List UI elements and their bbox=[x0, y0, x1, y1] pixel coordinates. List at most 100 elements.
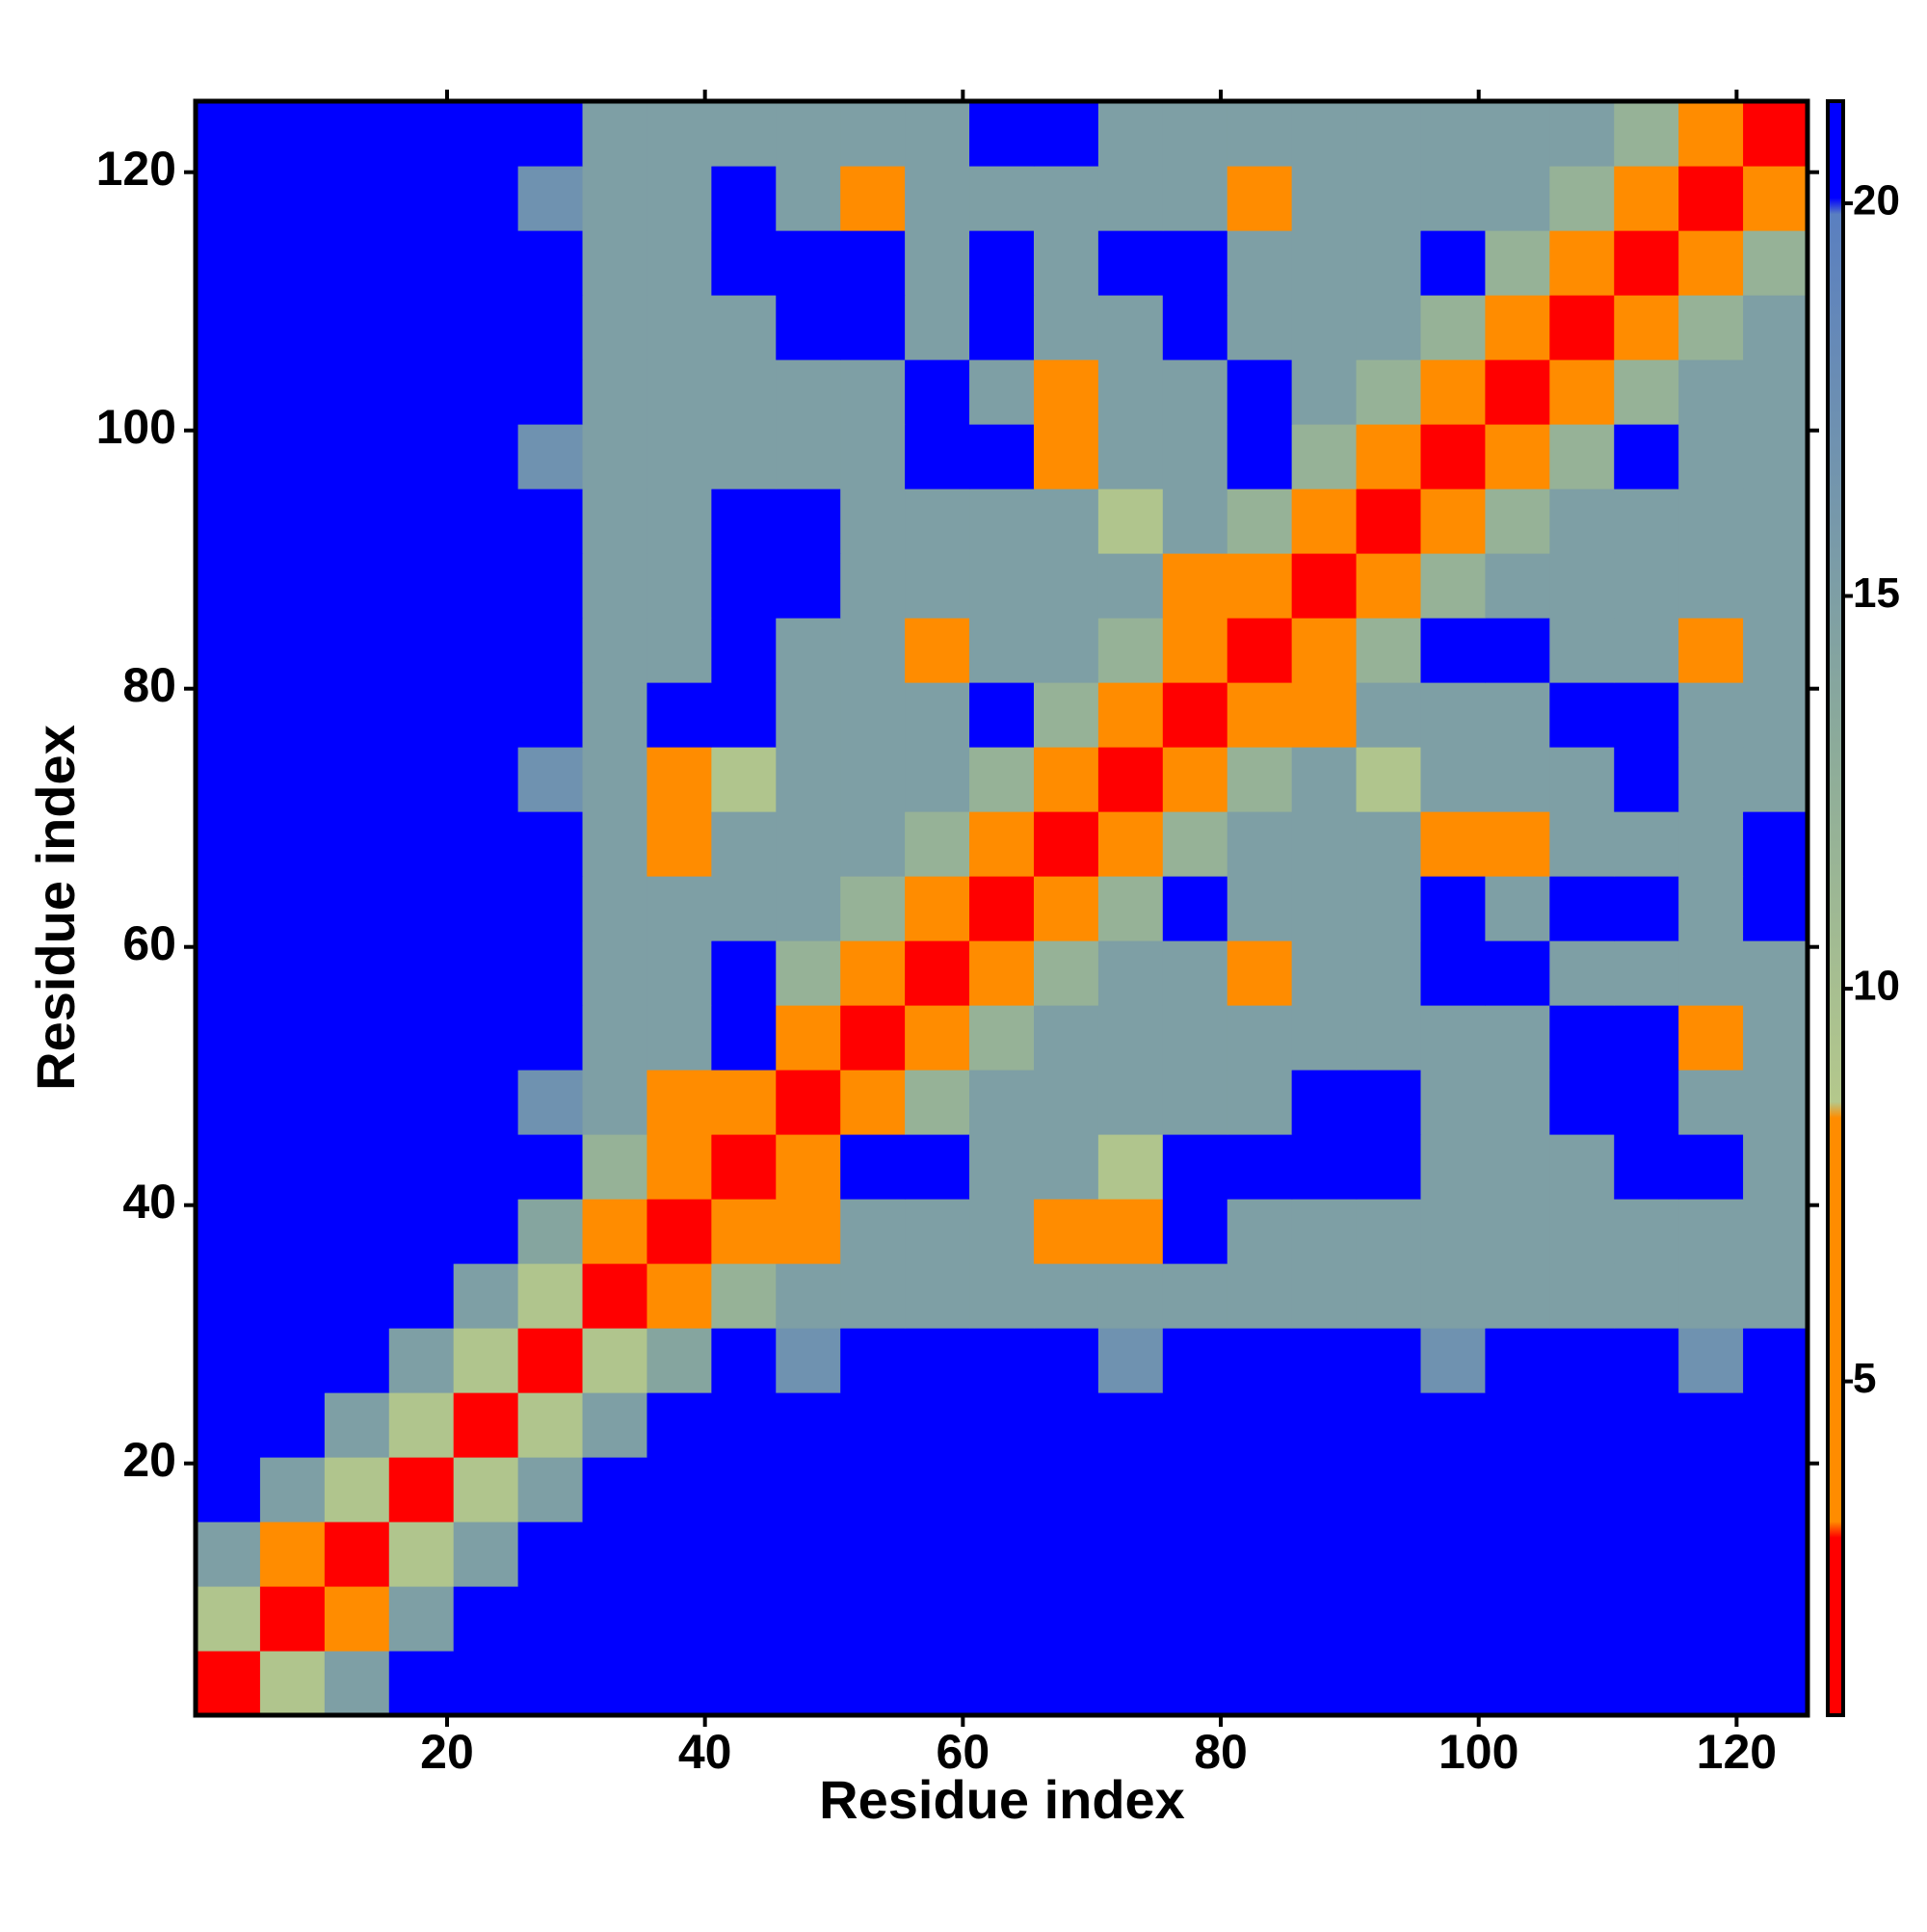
heatmap-cell bbox=[582, 553, 648, 619]
heatmap-cell bbox=[453, 811, 519, 877]
heatmap-cell bbox=[1162, 359, 1228, 425]
heatmap-cell bbox=[647, 876, 712, 941]
heatmap-cell bbox=[1291, 295, 1358, 360]
heatmap-cell bbox=[324, 101, 390, 167]
heatmap-cell bbox=[1097, 295, 1164, 360]
heatmap-cell bbox=[1356, 295, 1422, 360]
heatmap-cell bbox=[1549, 1134, 1615, 1200]
heatmap-cell bbox=[259, 1263, 326, 1329]
heatmap-cell bbox=[453, 424, 519, 490]
heatmap-cell bbox=[647, 940, 712, 1006]
heatmap-cell bbox=[711, 940, 777, 1006]
heatmap-cell bbox=[840, 1586, 906, 1652]
heatmap-cell bbox=[1033, 811, 1099, 877]
heatmap-cell bbox=[517, 747, 584, 812]
heatmap-cell bbox=[388, 166, 455, 231]
heatmap-cell bbox=[259, 1457, 326, 1522]
x-tick-label: 60 bbox=[937, 1725, 990, 1779]
heatmap-cell bbox=[582, 940, 648, 1006]
heatmap-cell bbox=[711, 1392, 777, 1458]
heatmap-cell bbox=[1162, 747, 1228, 812]
heatmap-cell bbox=[259, 618, 326, 683]
heatmap-cell bbox=[905, 424, 970, 490]
heatmap-cell bbox=[1420, 553, 1486, 619]
colorbar-tick-label: 15 bbox=[1853, 569, 1900, 617]
heatmap-cell bbox=[1420, 811, 1486, 877]
heatmap-cell bbox=[647, 618, 712, 683]
heatmap-cell bbox=[1743, 166, 1808, 231]
heatmap-cell bbox=[1291, 1328, 1358, 1393]
heatmap-cell bbox=[647, 1328, 712, 1393]
heatmap-cell bbox=[1485, 359, 1550, 425]
heatmap-cell bbox=[1549, 489, 1615, 554]
heatmap-cell bbox=[1162, 1457, 1228, 1522]
heatmap-cell bbox=[776, 230, 841, 296]
heatmap-cell bbox=[1291, 1134, 1358, 1200]
heatmap-cell bbox=[582, 1263, 648, 1329]
heatmap-cell bbox=[905, 1328, 970, 1393]
heatmap-cell bbox=[196, 682, 261, 748]
heatmap-cell bbox=[776, 1651, 841, 1716]
heatmap-cell bbox=[1549, 618, 1615, 683]
heatmap-cell bbox=[1291, 747, 1358, 812]
heatmap-cell bbox=[388, 811, 455, 877]
heatmap-cell bbox=[840, 166, 906, 231]
heatmap-cell bbox=[1162, 166, 1228, 231]
heatmap-cell bbox=[1097, 359, 1164, 425]
heatmap-cell bbox=[1420, 166, 1486, 231]
heatmap-cell bbox=[1097, 553, 1164, 619]
heatmap-cell bbox=[582, 295, 648, 360]
heatmap-cell bbox=[1420, 682, 1486, 748]
heatmap-cell bbox=[1097, 166, 1164, 231]
heatmap-cell bbox=[388, 1134, 455, 1200]
heatmap-cell bbox=[259, 1070, 326, 1135]
heatmap-cell bbox=[1162, 101, 1228, 167]
heatmap-cell bbox=[388, 1263, 455, 1329]
heatmap-cell bbox=[1420, 295, 1486, 360]
heatmap-cell bbox=[1356, 1651, 1422, 1716]
heatmap-cell bbox=[259, 1651, 326, 1716]
heatmap-cell bbox=[1291, 1457, 1358, 1522]
heatmap-cell bbox=[776, 1586, 841, 1652]
heatmap-cell bbox=[711, 424, 777, 490]
heatmap-cell bbox=[1743, 1522, 1808, 1587]
heatmap-cell bbox=[1678, 811, 1744, 877]
heatmap-cell bbox=[1291, 230, 1358, 296]
heatmap-cell bbox=[1227, 489, 1293, 554]
heatmap-cell bbox=[1614, 1392, 1679, 1458]
heatmap-cell bbox=[324, 230, 390, 296]
heatmap-cell bbox=[647, 1134, 712, 1200]
heatmap-cell bbox=[776, 1457, 841, 1522]
heatmap-cell bbox=[582, 101, 648, 167]
heatmap-cell bbox=[711, 1134, 777, 1200]
heatmap-cell bbox=[969, 1134, 1035, 1200]
heatmap-cell bbox=[1420, 1586, 1486, 1652]
heatmap-cell bbox=[711, 1586, 777, 1652]
heatmap-cell bbox=[711, 101, 777, 167]
heatmap-cell bbox=[1033, 1651, 1099, 1716]
heatmap-cell bbox=[840, 230, 906, 296]
heatmap-cell bbox=[1614, 1651, 1679, 1716]
heatmap-cell bbox=[453, 1457, 519, 1522]
heatmap-cell bbox=[196, 230, 261, 296]
heatmap-cell bbox=[517, 1392, 584, 1458]
heatmap-cell bbox=[1162, 230, 1228, 296]
heatmap-cell bbox=[324, 1586, 390, 1652]
heatmap-cell bbox=[1097, 1328, 1164, 1393]
heatmap-cell bbox=[1033, 489, 1099, 554]
heatmap-cell bbox=[517, 1005, 584, 1071]
heatmap-cell bbox=[1033, 1457, 1099, 1522]
y-tick-label: 40 bbox=[122, 1175, 176, 1229]
heatmap-cell bbox=[969, 1651, 1035, 1716]
heatmap-cell bbox=[1549, 811, 1615, 877]
heatmap-cell bbox=[1485, 1392, 1550, 1458]
heatmap-cell bbox=[905, 1522, 970, 1587]
heatmap-cell bbox=[647, 1005, 712, 1071]
heatmap-cell bbox=[1162, 1328, 1228, 1393]
heatmap-cell bbox=[1356, 811, 1422, 877]
heatmap-cell bbox=[1162, 1070, 1228, 1135]
heatmap-cell bbox=[1549, 747, 1615, 812]
heatmap-cell bbox=[324, 1651, 390, 1716]
heatmap-cell bbox=[259, 747, 326, 812]
heatmap-cell bbox=[1291, 1392, 1358, 1458]
